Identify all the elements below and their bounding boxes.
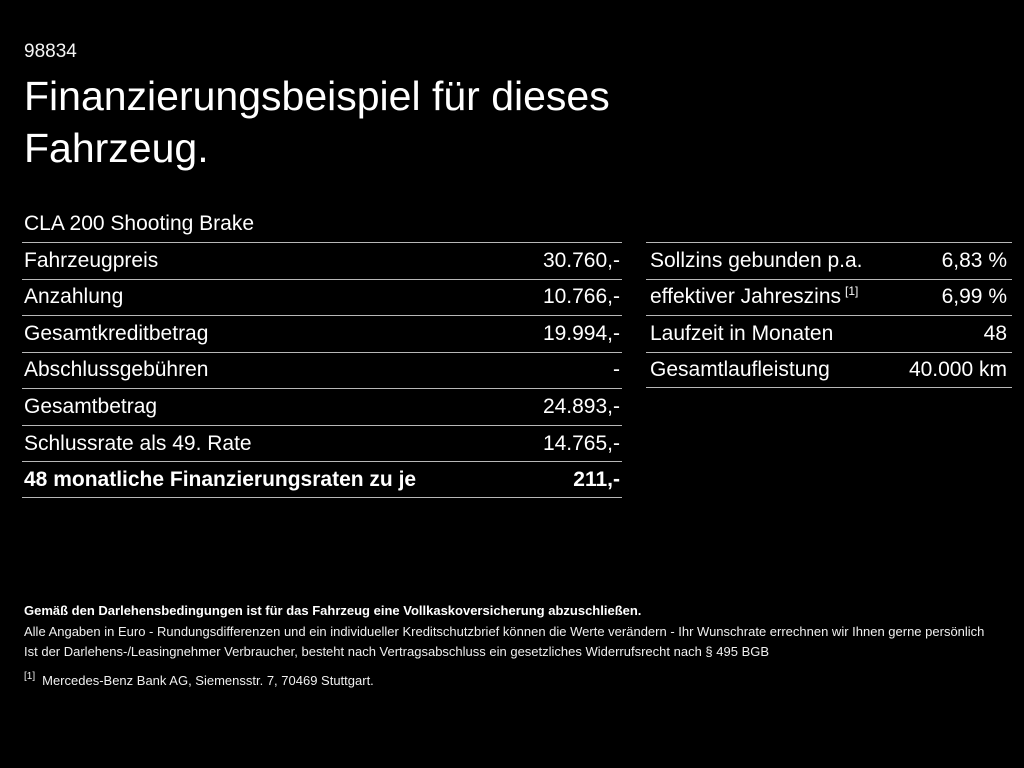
row-label: Gesamtkreditbetrag xyxy=(24,321,209,345)
vehicle-code: 98834 xyxy=(24,41,77,62)
vehicle-model: CLA 200 Shooting Brake xyxy=(24,211,254,235)
row-value: 40.000 km xyxy=(908,357,1007,381)
row-value: 14.765,- xyxy=(542,431,620,455)
vehicle-model-header: CLA 200 Shooting Brake xyxy=(22,205,622,242)
row-value: 10.766,- xyxy=(542,285,620,309)
finance-row-abschlussgebuehren: Abschlussgebühren - xyxy=(22,351,622,389)
row-value: 19.994,- xyxy=(542,321,620,345)
insurance-note: Gemäß den Darlehensbedingungen ist für d… xyxy=(24,603,642,618)
finance-row-anzahlung: Anzahlung 10.766,- xyxy=(22,278,622,316)
row-value: - xyxy=(613,358,620,382)
row-label: Anzahlung xyxy=(24,285,124,309)
finance-table: CLA 200 Shooting Brake Fahrzeugpreis 30.… xyxy=(22,205,622,498)
finance-row-gesamtbetrag: Gesamtbetrag 24.893,- xyxy=(22,388,622,425)
footnote-ref: [1] xyxy=(845,284,859,299)
footnote-text: Mercedes-Benz Bank AG, Siemensstr. 7, 70… xyxy=(42,672,374,688)
footer: Gemäß den Darlehensbedingungen ist für d… xyxy=(24,601,1004,691)
condition-row-effektiver-jahreszins: effektiver Jahreszins [1] 6,99 % xyxy=(646,278,1012,316)
row-label: Gesamtbetrag xyxy=(24,395,158,419)
footnote-marker: [1] xyxy=(24,671,36,683)
row-label: Gesamtlaufleistung xyxy=(650,357,830,381)
finance-row-schlussrate: Schlussrate als 49. Rate 14.765,- xyxy=(22,424,622,462)
row-label: Schlussrate als 49. Rate xyxy=(24,431,252,455)
row-value: 30.760,- xyxy=(542,248,620,272)
finance-row-fahrzeugpreis: Fahrzeugpreis 30.760,- xyxy=(22,242,622,279)
condition-row-gesamtlaufleistung: Gesamtlaufleistung 40.000 km xyxy=(646,351,1012,388)
row-value: 6,99 % xyxy=(941,285,1007,309)
row-value: 48 xyxy=(983,321,1007,345)
row-value: 6,83 % xyxy=(941,248,1007,272)
row-label: Abschlussgebühren xyxy=(24,358,209,382)
row-label: Laufzeit in Monaten xyxy=(650,321,834,345)
footnote: [1] Mercedes-Benz Bank AG, Siemensstr. 7,… xyxy=(24,671,1004,692)
row-label: Sollzins gebunden p.a. xyxy=(650,248,863,272)
row-value: 24.893,- xyxy=(542,395,620,419)
page-title: Finanzierungsbeispiel für dieses Fahrzeu… xyxy=(24,73,610,172)
finance-row-gesamtkreditbetrag: Gesamtkreditbetrag 19.994,- xyxy=(22,315,622,352)
row-label-text: effektiver Jahreszins xyxy=(650,285,842,309)
row-label: effektiver Jahreszins [1] xyxy=(650,285,858,309)
row-label: 48 monatliche Finanzierungsraten zu je xyxy=(24,467,417,491)
disclaimer-line-1: Alle Angaben in Euro - Rundungsdifferenz… xyxy=(24,623,985,639)
disclaimer-line-2: Ist der Darlehens-/Leasingnehmer Verbrau… xyxy=(24,644,770,659)
row-value: 211,- xyxy=(573,467,620,491)
condition-row-sollzins: Sollzins gebunden p.a. 6,83 % xyxy=(646,242,1012,279)
finance-row-monatsrate: 48 monatliche Finanzierungsraten zu je 2… xyxy=(22,461,622,498)
conditions-table: Sollzins gebunden p.a. 6,83 % effektiver… xyxy=(646,242,1012,388)
condition-row-laufzeit: Laufzeit in Monaten 48 xyxy=(646,315,1012,352)
row-label: Fahrzeugpreis xyxy=(24,248,159,272)
